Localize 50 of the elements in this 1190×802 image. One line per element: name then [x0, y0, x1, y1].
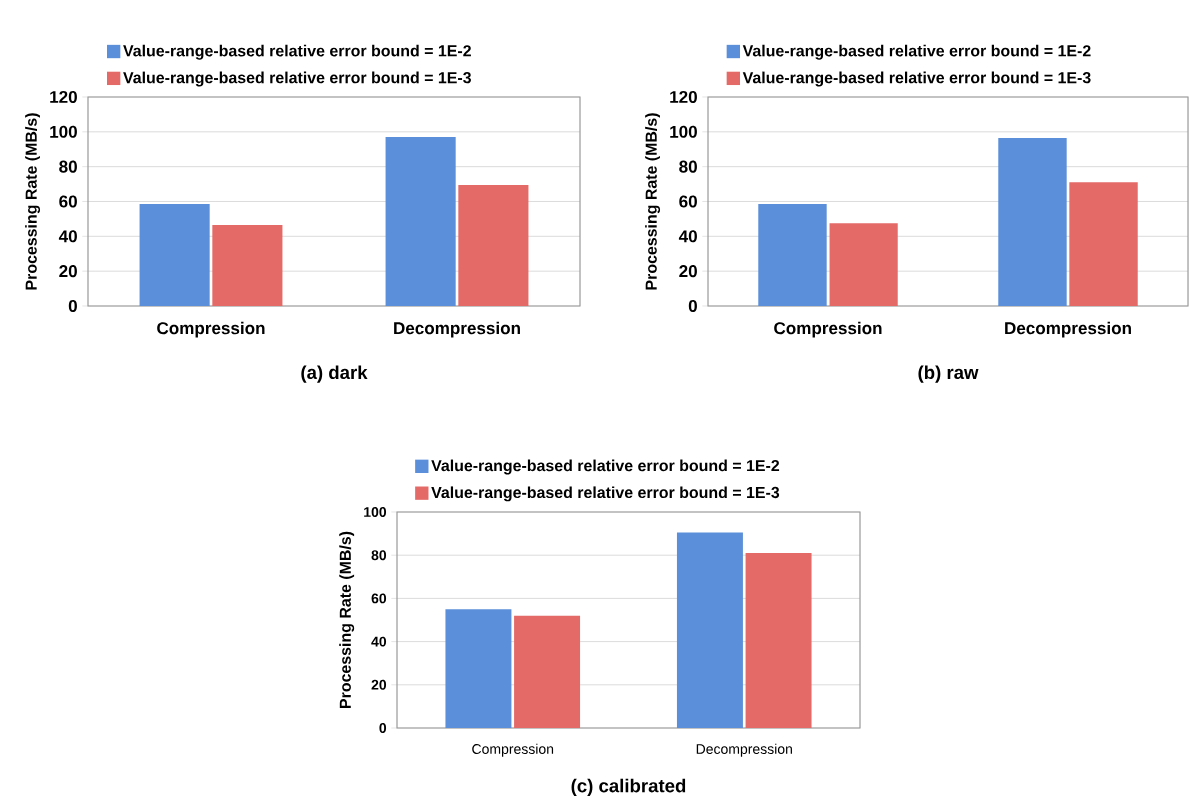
legend-label: Value-range-based relative error bound = 1E-2: [123, 44, 471, 60]
x-tick-label: Compression: [472, 743, 554, 757]
x-tick-label: Decompression: [696, 743, 792, 757]
legend-label: Value-range-based relative error bound = 1E-3: [123, 71, 471, 87]
x-tick-label: Decompression: [394, 321, 520, 338]
y-tick-label: 100: [50, 125, 77, 138]
y-tick-label: 80: [679, 160, 697, 173]
y-tick-label: 0: [68, 299, 77, 313]
y-tick-label: 100: [670, 125, 697, 138]
y-tick-label: 40: [58, 230, 77, 243]
text: (c) calibrated: [571, 778, 686, 797]
bar: [212, 225, 283, 306]
y-tick-label: 20: [59, 265, 77, 278]
x-tick-label: Compression: [774, 321, 882, 338]
bar: [385, 137, 456, 306]
y-tick-label: 120: [50, 90, 77, 104]
bar: [829, 223, 898, 306]
bar: [998, 137, 1067, 306]
y-axis-title: Processing Rate (MB/s): [645, 113, 661, 290]
x-tick-label: Decompression: [1005, 321, 1131, 338]
y-axis-title: Processing Rate (MB/s): [339, 531, 355, 708]
y-tick-label: 80: [59, 160, 77, 173]
x-tick-label: Compression: [157, 321, 265, 338]
y-tick-label: 40: [371, 636, 387, 647]
y-tick-label: 60: [59, 195, 77, 208]
legend-label: Value-range-based relative error bound = 1E-2: [742, 44, 1091, 60]
bar: [676, 532, 743, 728]
y-tick-label: 20: [371, 679, 387, 690]
bar: [139, 204, 210, 306]
legend-label: Value-range-based relative error bound = 1E-3: [742, 71, 1091, 87]
y-tick-label: 120: [670, 90, 697, 104]
y-tick-label: 20: [679, 265, 697, 278]
y-tick-label: 0: [688, 299, 697, 313]
y-tick-label: 40: [678, 230, 697, 243]
bar: [514, 615, 581, 728]
legend-label: Value-range-based relative error bound = 1E-2: [431, 459, 780, 475]
y-tick-label: 100: [364, 507, 387, 517]
y-tick-label: 60: [679, 195, 697, 208]
text: (a) dark: [301, 365, 368, 383]
bar: [458, 184, 529, 306]
y-axis-title: Processing Rate (MB/s): [25, 113, 41, 290]
bar: [745, 553, 812, 728]
y-tick-label: 60: [371, 593, 387, 604]
bar: [445, 609, 512, 728]
y-tick-label: 0: [379, 723, 387, 733]
y-tick-label: 80: [371, 550, 387, 561]
bar: [758, 204, 827, 306]
text: (b) raw: [918, 365, 979, 383]
bar: [1069, 182, 1138, 306]
legend-label: Value-range-based relative error bound = 1E-3: [431, 486, 780, 502]
